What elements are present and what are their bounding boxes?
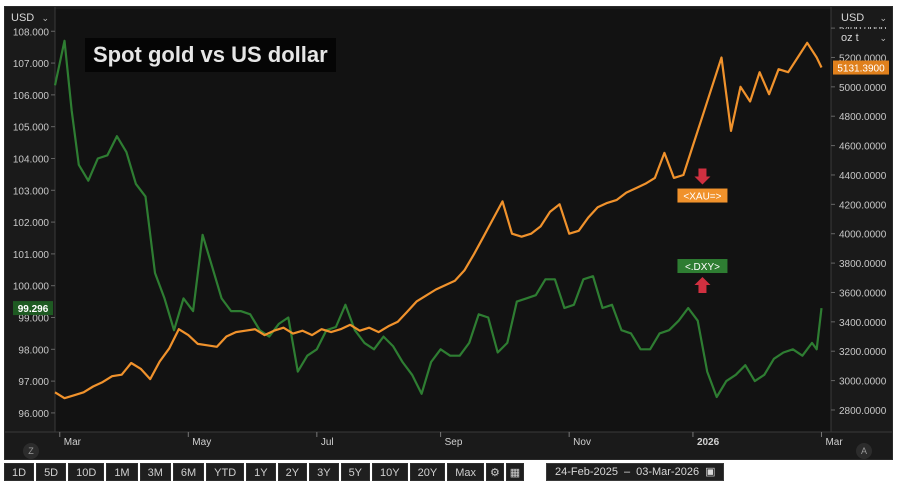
right-unit-label: oz t bbox=[841, 32, 859, 44]
chart-title: Spot gold vs US dollar bbox=[85, 38, 336, 72]
series-line-xau bbox=[54, 41, 823, 400]
right-currency-label: USD bbox=[841, 12, 865, 24]
y-left-tick-label: 100.000 bbox=[13, 282, 50, 293]
y-left-tick-label: 96.000 bbox=[18, 409, 49, 420]
xau-last-value-badge bbox=[833, 60, 889, 75]
series-tag-box bbox=[677, 188, 728, 203]
x-tick-label: Mar bbox=[64, 437, 82, 448]
right-unit-select[interactable]: oz t ⌄ bbox=[837, 29, 891, 47]
range-button-20y[interactable]: 20Y bbox=[409, 463, 446, 481]
series-tag-label: <.DXY> bbox=[685, 262, 720, 273]
chevron-down-icon: ⌄ bbox=[41, 12, 49, 23]
range-button-1y[interactable]: 1Y bbox=[246, 463, 276, 481]
x-tick-label: May bbox=[192, 437, 211, 448]
time-range-toolbar: 1D 5D 10D 1M 3M 6M YTD 1Y 2Y 3Y 5Y 10Y 20Y Max ⚙ ▦ 24… bbox=[4, 462, 725, 482]
range-button-6m[interactable]: 6M bbox=[172, 463, 205, 481]
y-right-tick-label: 4600.0000 bbox=[839, 142, 887, 153]
x-tick-label: Sep bbox=[445, 437, 463, 448]
chevron-down-icon: ⌄ bbox=[879, 12, 887, 23]
y-right-tick-label: 5000.0000 bbox=[839, 83, 887, 94]
date-separator: – bbox=[623, 466, 631, 478]
gear-icon[interactable]: ⚙ bbox=[485, 463, 504, 481]
left-currency-label: USD bbox=[11, 12, 35, 24]
x-tick-label: 2026 bbox=[697, 437, 720, 448]
y-left-tick-label: 98.000 bbox=[18, 345, 49, 356]
y-left-tick-label: 101.000 bbox=[13, 250, 50, 261]
range-button-1m[interactable]: 1M bbox=[106, 463, 138, 481]
x-tick-label: Jul bbox=[321, 437, 334, 448]
range-button-10y[interactable]: 10Y bbox=[372, 463, 408, 481]
y-right-tick-label: 3800.0000 bbox=[839, 259, 887, 270]
annotations: 99.296 5131.3900 <XAU=> <.DXY> bbox=[13, 60, 889, 316]
date-to: 03-Mar-2026 bbox=[636, 466, 700, 478]
y-right-tick-label: 3600.0000 bbox=[839, 288, 887, 299]
series-tag-box bbox=[677, 259, 728, 274]
y-left-tick-label: 107.000 bbox=[13, 59, 50, 70]
range-button-2y[interactable]: 2Y bbox=[277, 463, 308, 481]
y-right-tick-label: 3400.0000 bbox=[839, 318, 887, 329]
y-left-tick-label: 105.000 bbox=[13, 123, 50, 134]
y-right-tick-label: 4800.0000 bbox=[839, 112, 887, 123]
series-line-dxy bbox=[53, 39, 823, 399]
dxy-last-value-label: 99.296 bbox=[18, 304, 49, 315]
series-lines bbox=[53, 39, 823, 400]
chart-frame: 96.000 97.000 98.000 99.000 100.000 101.000 10… bbox=[4, 6, 893, 460]
range-button-3m[interactable]: 3M bbox=[139, 463, 171, 481]
y-right-tick-label: 3000.0000 bbox=[839, 377, 887, 388]
y-right-tick-label: 4400.0000 bbox=[839, 171, 887, 182]
y-left-tick-label: 106.000 bbox=[13, 91, 50, 102]
zoom-right-button[interactable]: A bbox=[856, 443, 872, 459]
zoom-left-button[interactable]: Z bbox=[23, 443, 39, 459]
y-right-tick-label: 5200.0000 bbox=[839, 53, 887, 64]
range-button-ytd[interactable]: YTD bbox=[206, 463, 245, 481]
range-button-5y[interactable]: 5Y bbox=[340, 463, 371, 481]
plot-area bbox=[55, 9, 831, 432]
x-tick-label: Nov bbox=[573, 437, 591, 448]
spreadsheet-icon[interactable]: ▦ bbox=[505, 463, 524, 481]
range-button-1d[interactable]: 1D bbox=[4, 463, 35, 481]
y-left-tick-label: 103.000 bbox=[13, 186, 50, 197]
y-left-tick-label: 108.000 bbox=[13, 27, 50, 38]
range-button-10d[interactable]: 10D bbox=[68, 463, 105, 481]
left-currency-select[interactable]: USD ⌄ bbox=[7, 9, 53, 27]
chart-canvas[interactable]: 96.000 97.000 98.000 99.000 100.000 101.000 10… bbox=[5, 7, 892, 459]
calendar-icon: ▣ bbox=[705, 466, 716, 478]
chevron-down-icon: ⌄ bbox=[879, 32, 887, 43]
range-button-group: 1D 5D 10D 1M 3M 6M YTD 1Y 2Y 3Y 5Y 10Y 20Y Max bbox=[4, 463, 486, 481]
x-tick-label: Mar bbox=[825, 437, 843, 448]
range-button-max[interactable]: Max bbox=[447, 463, 484, 481]
date-range-picker[interactable]: 24-Feb-2025 – 03-Mar-2026 ▣ bbox=[545, 463, 725, 481]
axes: 96.000 97.000 98.000 99.000 100.000 101.000 10… bbox=[5, 7, 892, 448]
right-currency-select[interactable]: USD ⌄ bbox=[837, 9, 891, 27]
date-from: 24-Feb-2025 bbox=[554, 466, 618, 478]
y-right-tick-label: 4200.0000 bbox=[839, 200, 887, 211]
xau-last-value-label: 5131.3900 bbox=[837, 64, 885, 75]
y-right-tick-label: 3200.0000 bbox=[839, 347, 887, 358]
y-right-tick-label: 2800.0000 bbox=[839, 406, 887, 417]
range-button-5d[interactable]: 5D bbox=[36, 463, 67, 481]
y-left-tick-label: 104.000 bbox=[13, 154, 50, 165]
y-left-tick-label: 97.000 bbox=[18, 377, 49, 388]
y-left-tick-label: 102.000 bbox=[13, 218, 50, 229]
range-button-3y[interactable]: 3Y bbox=[309, 463, 339, 481]
arrow-up-icon bbox=[694, 277, 711, 294]
y-right-tick-label: 4000.0000 bbox=[839, 230, 887, 241]
dxy-last-value-badge bbox=[13, 301, 53, 316]
arrow-down-icon bbox=[694, 168, 711, 185]
series-tag-label: <XAU=> bbox=[683, 192, 721, 203]
y-left-tick-label: 99.000 bbox=[18, 314, 49, 325]
